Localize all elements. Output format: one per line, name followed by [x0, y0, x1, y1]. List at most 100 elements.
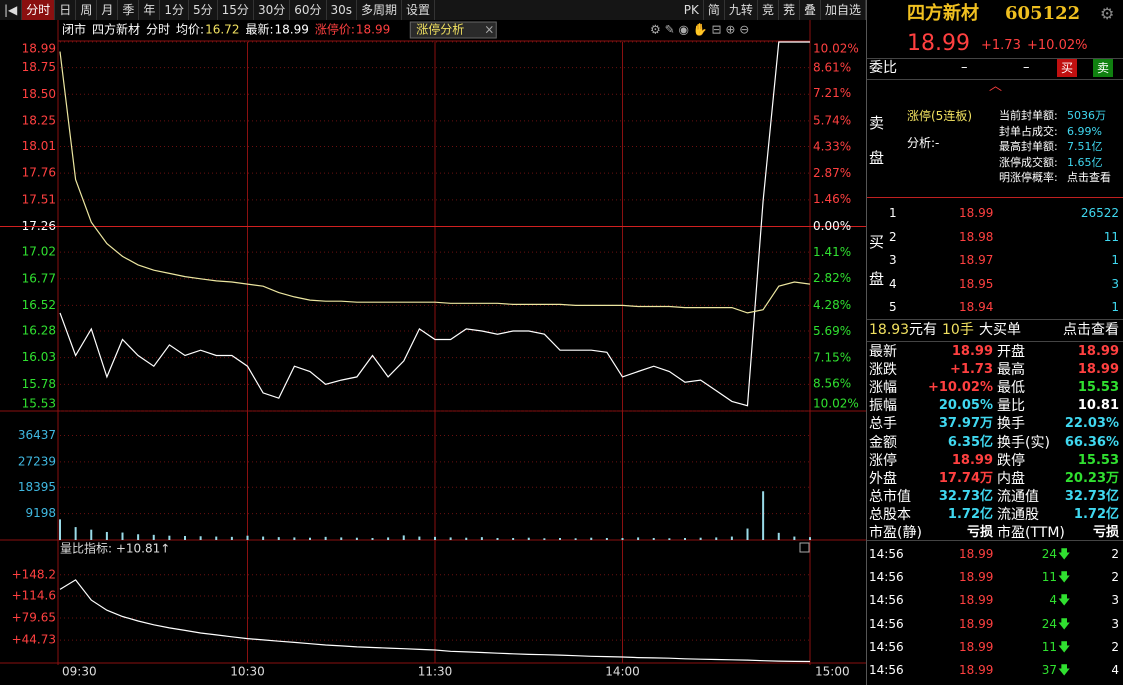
limit-info-value: 5036万: [1067, 109, 1106, 122]
stat-label: 振幅: [869, 398, 897, 415]
bid-level: 2: [889, 229, 897, 244]
y-tick-label: +114.6: [12, 588, 56, 602]
limit-info-value: 7.51亿: [1067, 140, 1103, 153]
bid-price: 18.97: [959, 253, 994, 267]
volume-bar: [621, 537, 624, 540]
trade-volume: 24: [1041, 547, 1057, 561]
volume-bar: [90, 529, 93, 540]
limit-info-value[interactable]: 点击查看: [1067, 171, 1111, 184]
analysis-tab-label: 涨停分析: [416, 22, 464, 37]
close-icon[interactable]: [799, 542, 810, 553]
tab[interactable]: 季: [118, 0, 140, 20]
stat-label: 涨停: [869, 452, 897, 469]
limit-info-label: 最高封单额:: [999, 140, 1058, 153]
trade-count: 2: [1111, 547, 1119, 561]
series-line: [59, 51, 811, 314]
y-tick-label: 16.77: [22, 271, 56, 285]
bid-volume: 3: [1111, 276, 1119, 291]
trade-time: 14:56: [869, 616, 904, 631]
tab[interactable]: 60分: [290, 0, 327, 20]
sell-label: 卖: [869, 114, 885, 132]
stock-code: 605122: [1005, 3, 1081, 24]
volume-bar: [199, 536, 202, 540]
info-avg: 16.72: [205, 23, 239, 37]
stat-value: 18.99: [951, 344, 993, 359]
stat-value: 37.97万: [938, 416, 993, 432]
tab[interactable]: 15分: [218, 0, 254, 20]
nav-icon[interactable]: |◀: [0, 0, 23, 20]
tab[interactable]: 30s: [327, 0, 358, 20]
y-tick-label: 18395: [18, 480, 56, 494]
tool-tab[interactable]: 加自选: [821, 0, 866, 20]
stat-label: 量比: [997, 398, 1025, 415]
sell-button[interactable]: 卖: [1093, 59, 1114, 77]
stat-label: 金额: [869, 434, 897, 451]
volume-bar: [168, 535, 171, 540]
stat-label: 流通股: [997, 506, 1039, 523]
y-tick-label: +79.65: [12, 611, 56, 625]
volume-bar: [262, 536, 265, 540]
tab[interactable]: 周: [76, 0, 98, 20]
y2-tick-label: 8.56%: [813, 377, 851, 391]
tab[interactable]: 1分: [160, 0, 190, 20]
stat-label: 总市值: [869, 488, 911, 505]
volume-bar: [777, 532, 780, 540]
divider: [867, 197, 1123, 198]
divider: [867, 79, 1123, 80]
wb-value: –: [1023, 60, 1030, 75]
trade-price: 18.99: [959, 639, 994, 654]
tab[interactable]: 年: [139, 0, 161, 20]
tab[interactable]: 设置: [402, 0, 436, 20]
y2-tick-label: 4.33%: [813, 139, 851, 153]
info-name: 四方新材: [92, 22, 140, 37]
expand-caret[interactable]: ︿: [989, 79, 1003, 94]
volume-bar: [74, 527, 77, 540]
stat-label: 涨幅: [869, 380, 897, 397]
info-mode: 分时: [146, 23, 170, 37]
divider: [867, 58, 1123, 59]
volume-bar: [59, 519, 61, 540]
trade-price: 18.99: [959, 570, 994, 585]
volume-bar: [668, 538, 671, 540]
buy-button[interactable]: 买: [1057, 59, 1078, 77]
big-order: 元有: [909, 322, 937, 338]
y-tick-label: 18.25: [22, 113, 56, 127]
volume-bar: [605, 537, 608, 540]
volume-bar: [418, 536, 421, 540]
info-status: 闭市: [62, 22, 86, 37]
series-line: [59, 579, 811, 663]
stat-label: 流通值: [997, 488, 1039, 505]
tab-close: ×: [484, 23, 494, 37]
tool-tab[interactable]: 竞: [758, 0, 779, 20]
stat-value: 20.23万: [1064, 470, 1119, 486]
trade-arrow: 🡇: [1058, 547, 1071, 561]
tab[interactable]: 分时: [22, 0, 56, 20]
y-tick-label: 18.99: [22, 42, 56, 56]
tool-tab[interactable]: 叠: [800, 0, 821, 20]
tab[interactable]: 日: [55, 0, 77, 20]
limit-info-value: 6.99%: [1067, 124, 1102, 138]
volume-bar: [699, 537, 702, 540]
x-tick-label: 10:30: [230, 665, 265, 679]
big-order-link[interactable]: 点击查看: [1063, 322, 1119, 338]
settings-icon[interactable]: ⚙: [1100, 4, 1115, 23]
tab[interactable]: 月: [97, 0, 119, 20]
stat-label: 市盈(TTM): [997, 525, 1065, 541]
tool-tab[interactable]: 九转: [725, 0, 758, 20]
tab[interactable]: 多周期: [357, 0, 403, 20]
tool-icons[interactable]: ⚙ ✎ ◉ ✋ ⊟ ⊕ ⊖: [650, 23, 749, 37]
stat-value: 18.99: [1077, 362, 1119, 378]
volume-bar: [402, 535, 405, 540]
tab[interactable]: 30分: [254, 0, 291, 20]
tool-tab[interactable]: 简: [704, 0, 725, 20]
tool-tab[interactable]: 茺: [779, 0, 800, 20]
tool-tab[interactable]: PK: [680, 0, 704, 20]
stat-value: 18.99: [1077, 344, 1119, 359]
pct: +10.02%: [1027, 38, 1088, 53]
tab[interactable]: 5分: [189, 0, 218, 20]
y-tick-label: +44.73: [12, 633, 56, 647]
stat-label: 跌停: [997, 452, 1025, 469]
y-tick-label: 15.53: [22, 397, 56, 411]
x-tick-label: 14:00: [605, 665, 640, 679]
y-tick-label: 27239: [18, 454, 56, 468]
